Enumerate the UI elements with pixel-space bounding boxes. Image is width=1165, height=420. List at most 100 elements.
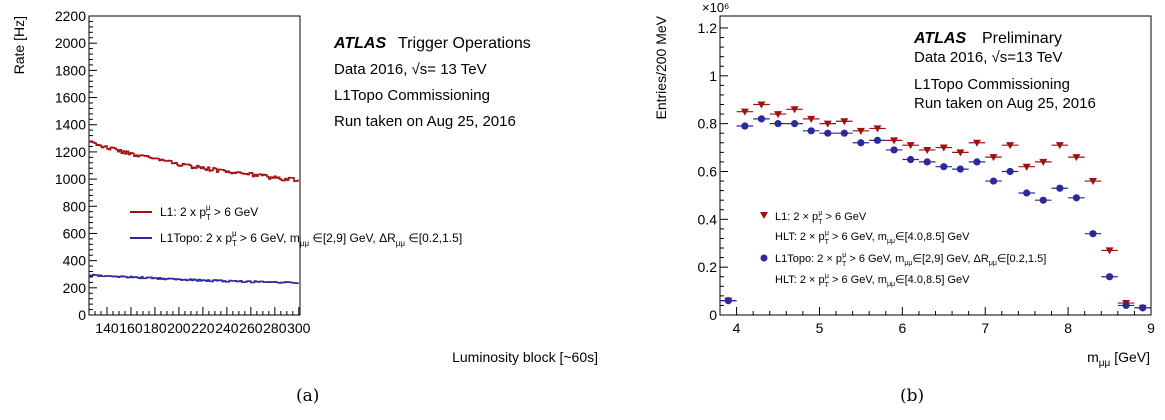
chart-b-point-marker bbox=[923, 146, 932, 154]
chart-b-y-axis-label: Entries/200 MeV bbox=[653, 15, 669, 119]
chart-b-point-l1 bbox=[1001, 142, 1019, 150]
chart-a-y-tick-label: 1600 bbox=[55, 90, 86, 106]
chart-a-y-tick-label: 1000 bbox=[55, 171, 86, 187]
chart-b-point-marker bbox=[774, 120, 782, 128]
chart-a-y-tick-label: 800 bbox=[63, 198, 87, 214]
chart-b-annotation-line2: Data 2016, √s=13 TeV bbox=[914, 49, 1062, 66]
chart-b-point-marker bbox=[989, 154, 998, 162]
chart-b-point-l1topo bbox=[935, 163, 953, 171]
chart-a-legend: L1: 2 x pTμ > 6 GeV L1Topo: 2 x pTμ > 6 … bbox=[130, 203, 462, 248]
chart-b-point-marker bbox=[939, 144, 948, 152]
chart-b-point-l1 bbox=[885, 137, 903, 145]
chart-b-legend-label-l1-hlt: HLT: 2 × pTμ > 6 GeV, mμμ∈[4.0,8.5] GeV bbox=[775, 230, 970, 246]
chart-b-point-marker bbox=[1039, 158, 1048, 166]
chart-b-y-tick-label: 1.2 bbox=[698, 20, 718, 36]
chart-b-point-marker bbox=[973, 158, 981, 166]
chart-b-y-tick-label: 0.2 bbox=[698, 259, 718, 275]
chart-b-x-tick-label: 8 bbox=[1064, 320, 1072, 336]
chart-b-point-marker bbox=[774, 111, 783, 119]
chart-b-point-l1 bbox=[918, 146, 936, 154]
chart-b-point-marker bbox=[840, 129, 848, 137]
chart-b-point-l1topo bbox=[819, 129, 837, 137]
chart-b-point-l1 bbox=[1018, 163, 1035, 171]
chart-b-point-marker bbox=[1055, 142, 1064, 150]
chart-a-atlas-brand: ATLAS bbox=[333, 35, 386, 52]
chart-b-point-l1 bbox=[836, 118, 853, 126]
chart-b-point-marker bbox=[1122, 301, 1130, 310]
chart-b-legend-label-l1topo: L1Topo: 2 × pTμ > 6 GeV, mμμ∈[2,9] GeV, … bbox=[775, 252, 1046, 268]
chart-b-point-marker bbox=[873, 136, 882, 144]
chart-a-annotation-line1: Trigger Operations bbox=[398, 35, 531, 52]
chart-b-point-marker bbox=[790, 106, 799, 114]
chart-b-point-l1topo bbox=[852, 139, 870, 147]
chart-b-point-l1topo bbox=[736, 122, 754, 130]
chart-b-point-marker bbox=[1023, 189, 1031, 197]
chart-b-point-marker bbox=[741, 122, 749, 130]
chart-b-point-l1topo bbox=[769, 120, 787, 128]
chart-a-y-tick-label: 2000 bbox=[55, 35, 86, 51]
chart-b-x-tick-label: 6 bbox=[898, 320, 906, 336]
chart-b-legend: L1: 2 × pTμ > 6 GeV HLT: 2 × pTμ > 6 GeV… bbox=[760, 210, 1046, 289]
chart-b: 0 0.2 0.4 0.6 0.8 1 1.2 4 5 6 7 8 9 Entries/200 MeV… bbox=[653, 0, 1155, 369]
chart-b-point-marker bbox=[724, 297, 732, 305]
chart-b-y-tick-label: 0.6 bbox=[698, 163, 718, 179]
chart-b-point-marker bbox=[790, 120, 799, 128]
chart-b-point-l1topo bbox=[786, 120, 803, 128]
chart-b-point-l1 bbox=[869, 125, 886, 133]
chart-b-point-marker bbox=[1006, 167, 1014, 176]
chart-b-point-l1topo bbox=[1134, 304, 1151, 312]
chart-b-point-marker bbox=[989, 177, 998, 185]
chart-b-frame bbox=[719, 15, 1152, 316]
chart-b-point-marker bbox=[923, 158, 931, 166]
chart-b-point-marker bbox=[873, 125, 882, 133]
chart-a-annotation-line3: L1Topo Commissioning bbox=[334, 87, 490, 104]
chart-b-point-l1 bbox=[753, 101, 770, 109]
chart-b-point-l1 bbox=[935, 144, 953, 152]
chart-b-point-marker bbox=[807, 127, 815, 135]
chart-b-point-l1topo bbox=[885, 146, 903, 154]
chart-b-point-l1topo bbox=[720, 297, 737, 305]
chart-b-point-marker bbox=[956, 149, 965, 157]
chart-a-x-tick-label: 260 bbox=[239, 320, 263, 336]
chart-b-point-l1 bbox=[802, 115, 820, 123]
chart-b-point-l1topo bbox=[1084, 230, 1102, 238]
chart-b-point-l1topo bbox=[902, 155, 919, 164]
chart-b-x-axis-label: mμμ [GeV] bbox=[1087, 349, 1150, 369]
chart-b-legend-label-l1topo-hlt: HLT: 2 × pTμ > 6 GeV, mμμ∈[4.0,8.5] GeV bbox=[775, 273, 970, 289]
chart-b-point-marker bbox=[1006, 142, 1015, 150]
chart-a-x-tick-label: 180 bbox=[143, 320, 167, 336]
chart-b-legend-marker-l1 bbox=[760, 212, 768, 219]
chart-a-x-axis-label: Luminosity block [~60s] bbox=[452, 349, 598, 365]
chart-b-point-l1topo bbox=[985, 177, 1002, 185]
chart-a-y-axis-label: Rate [Hz] bbox=[11, 16, 27, 74]
chart-b-point-l1 bbox=[968, 139, 986, 147]
chart-b-point-marker bbox=[1072, 194, 1081, 202]
chart-b-point-l1topo bbox=[1051, 184, 1069, 192]
chart-b-point-marker bbox=[823, 120, 832, 128]
chart-b-point-marker bbox=[856, 127, 865, 135]
chart-b-atlas-brand: ATLAS bbox=[913, 30, 966, 47]
chart-b-point-l1topo bbox=[968, 158, 986, 166]
chart-b-point-l1topo bbox=[918, 158, 936, 166]
chart-b-point-l1 bbox=[819, 120, 837, 128]
chart-b-y-tick-label: 0 bbox=[709, 307, 717, 323]
chart-b-point-l1 bbox=[1051, 142, 1069, 150]
chart-b-x-tick-label: 9 bbox=[1147, 320, 1155, 336]
chart-b-annotation-line3: L1Topo Commissioning bbox=[914, 76, 1070, 93]
chart-b-point-l1 bbox=[786, 106, 803, 114]
chart-a-y-tick-label: 1800 bbox=[55, 62, 86, 78]
chart-b-point-l1 bbox=[736, 108, 754, 116]
chart-b-point-marker bbox=[757, 115, 766, 123]
chart-b-y-tick-label: 1 bbox=[709, 68, 717, 84]
chart-b-point-marker bbox=[824, 129, 832, 137]
chart-a-x-tick-label: 200 bbox=[167, 320, 191, 336]
chart-b-x-tick-label: 7 bbox=[981, 320, 989, 336]
chart-b-y-tick-label: 0.4 bbox=[698, 211, 718, 227]
chart-a-x-tick-label: 240 bbox=[215, 320, 239, 336]
chart-a-annotation-line4: Run taken on Aug 25, 2016 bbox=[334, 113, 516, 130]
chart-b-point-l1 bbox=[985, 154, 1002, 162]
chart-b-point-marker bbox=[1088, 178, 1097, 186]
chart-a-y-tick-label: 1400 bbox=[55, 117, 86, 133]
chart-b-point-l1topo bbox=[1034, 196, 1052, 204]
chart-b-point-marker bbox=[1072, 154, 1081, 162]
